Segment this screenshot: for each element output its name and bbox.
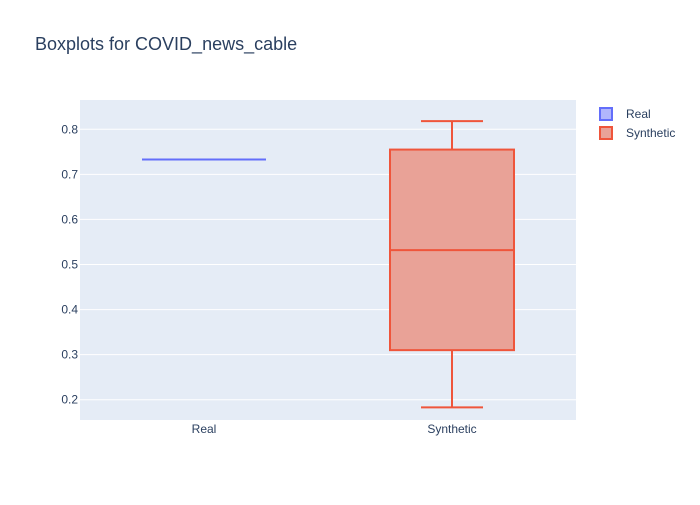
y-tick-label: 0.3 <box>61 348 78 362</box>
y-tick-label: 0.4 <box>61 303 78 317</box>
legend-swatch <box>599 107 613 121</box>
legend-swatch <box>599 126 613 140</box>
legend-label: Synthetic <box>626 126 675 140</box>
y-axis: 0.2 0.3 0.4 0.5 0.6 0.7 0.8 <box>61 122 78 406</box>
x-tick-label: Synthetic <box>427 422 476 436</box>
y-tick-label: 0.5 <box>61 258 78 272</box>
legend-item-real[interactable]: Real <box>599 107 651 121</box>
y-tick-label: 0.2 <box>61 393 78 407</box>
box-synthetic[interactable] <box>389 120 515 409</box>
y-tick-label: 0.7 <box>61 167 78 181</box>
chart-title: Boxplots for COVID_news_cable <box>35 34 297 55</box>
legend-item-synthetic[interactable]: Synthetic <box>599 126 675 140</box>
legend-label: Real <box>626 107 651 121</box>
boxes <box>142 120 515 409</box>
x-tick-label: Real <box>192 422 217 436</box>
x-axis: Real Synthetic <box>192 422 477 436</box>
y-tick-label: 0.8 <box>61 122 78 136</box>
legend[interactable]: Real Synthetic <box>599 107 675 140</box>
y-tick-label: 0.6 <box>61 212 78 226</box>
